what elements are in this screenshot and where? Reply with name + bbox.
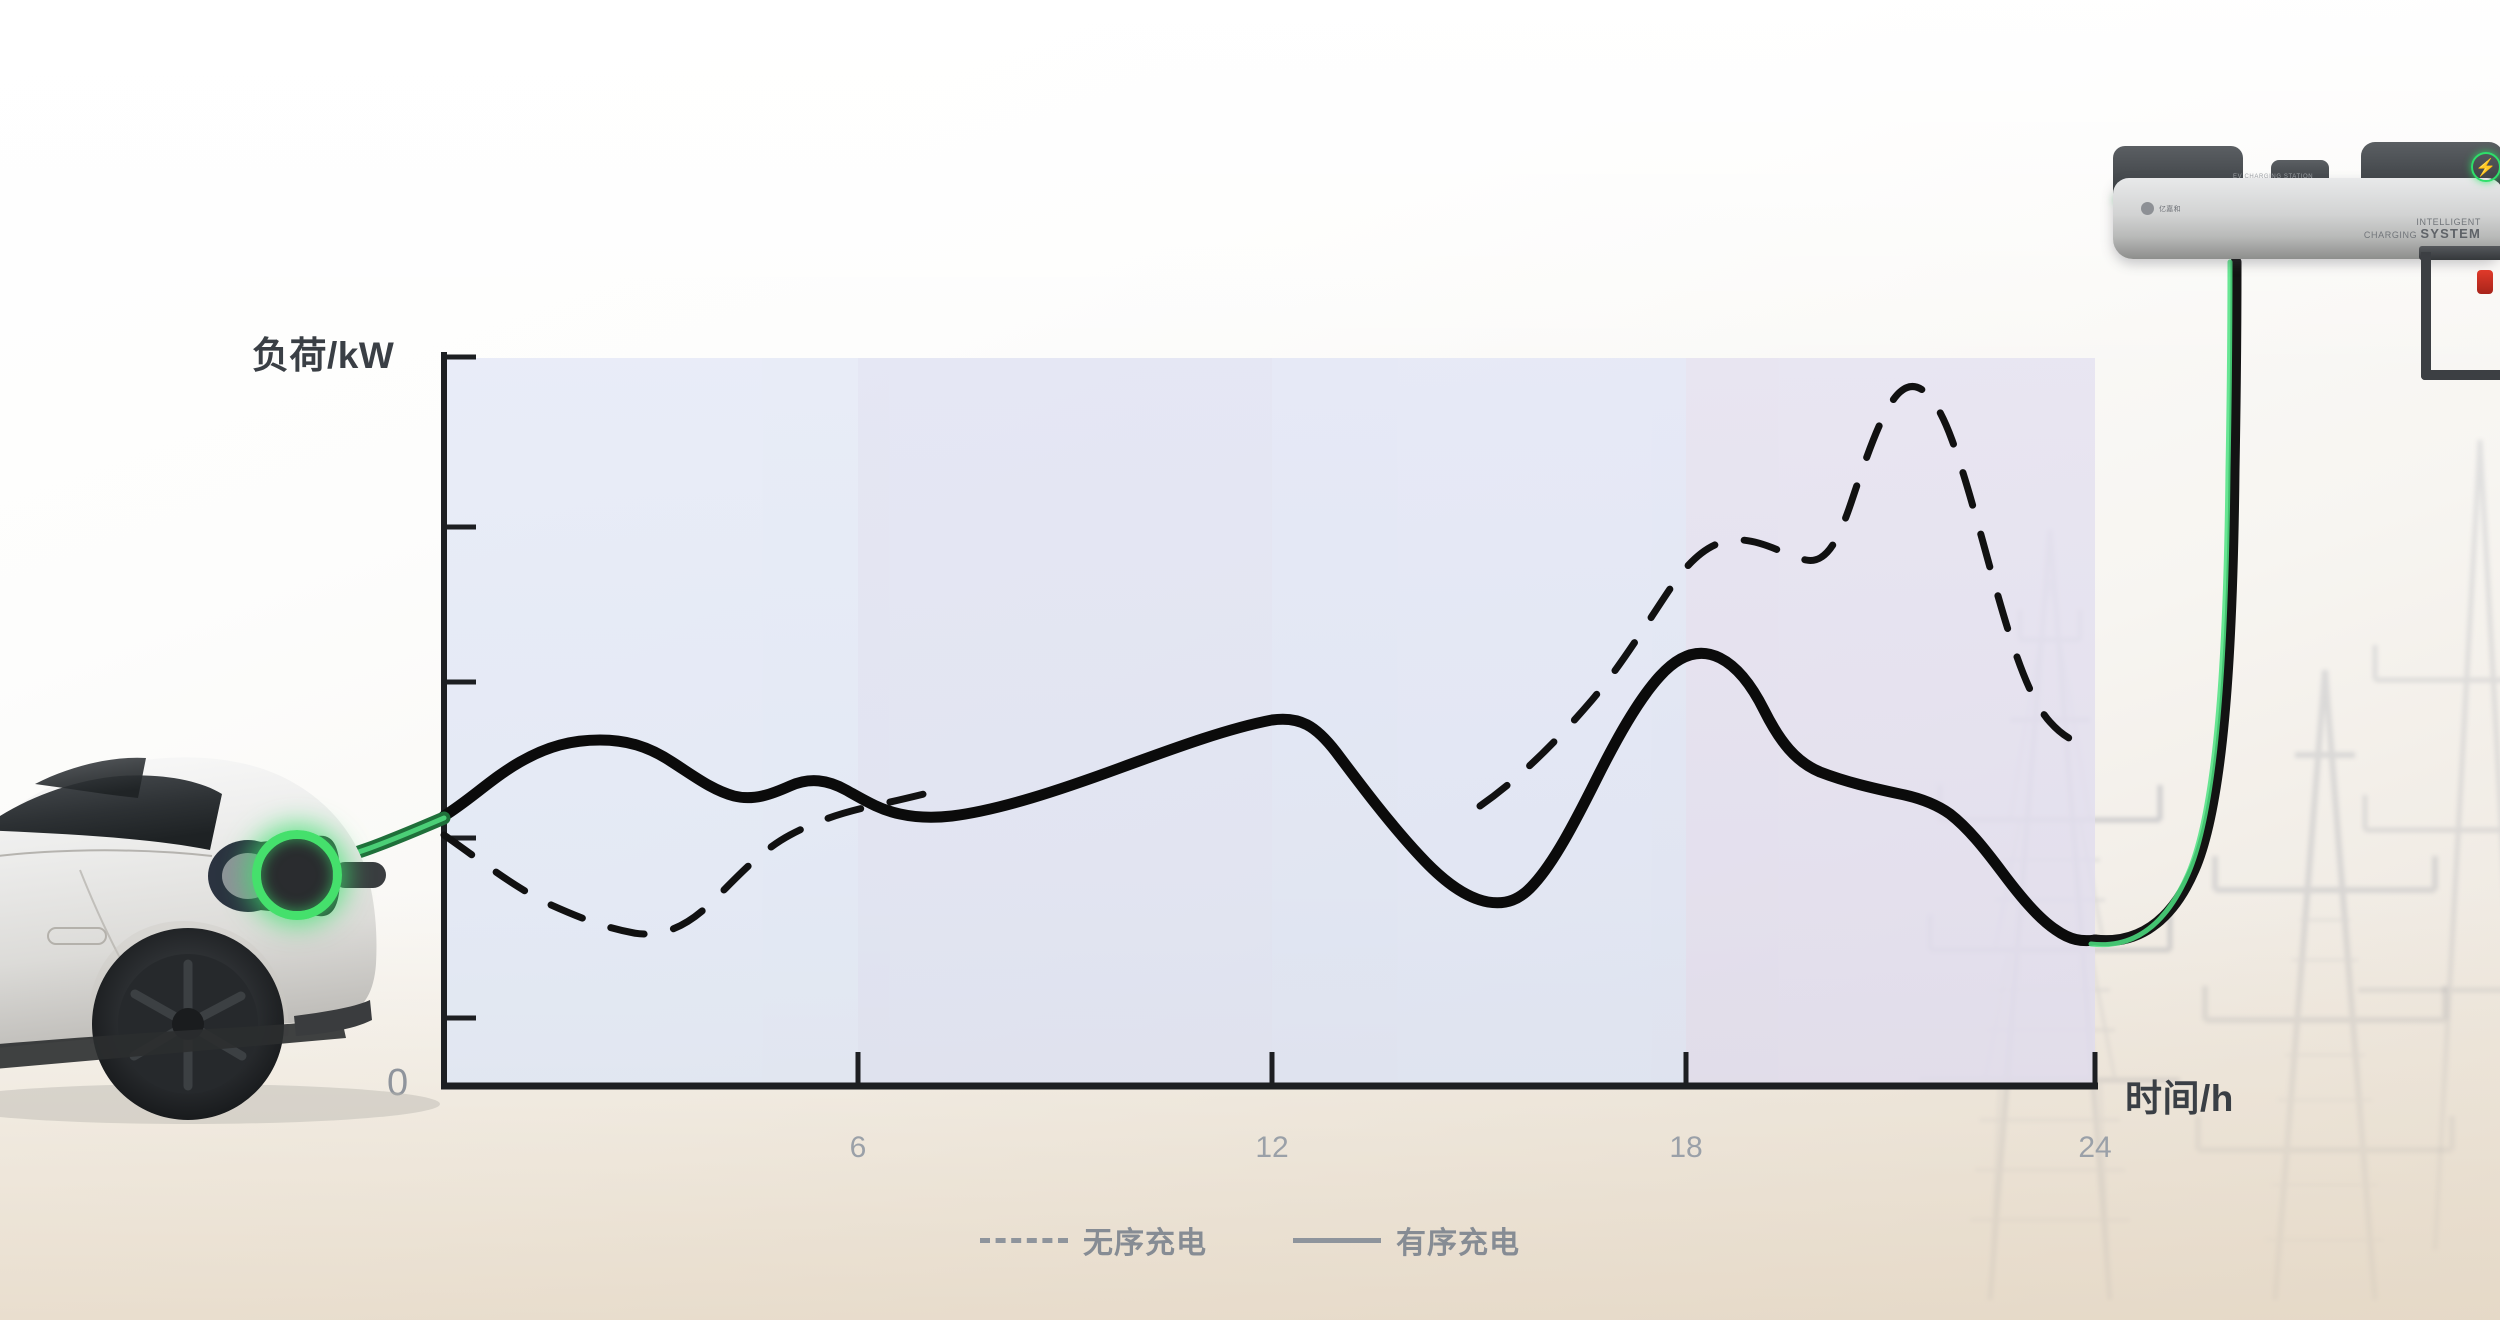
legend-label-ordered-charging: 有序充电 [1396, 1227, 1520, 1260]
x-tick-label-18: 18 [1669, 1131, 1703, 1164]
charger-head-label: EV CHARGING STATION [2233, 174, 2314, 180]
car-window-quarter [35, 757, 146, 798]
x-tick-label-24: 24 [2078, 1131, 2112, 1164]
lightning-bolt-icon: ⚡ [2471, 152, 2500, 182]
y-axis-label: 负荷/kW [252, 335, 395, 376]
car-window-rear [0, 775, 222, 850]
legend-item-ordered-charging[interactable]: 有序充电 [1293, 1218, 1520, 1262]
charger-system-line1: INTELLIGENT [2416, 216, 2481, 227]
x-axis-ticks [855, 1052, 2098, 1086]
charger-system-line2: CHARGING [2363, 230, 2418, 241]
brand-mark-icon [2141, 202, 2154, 215]
charger-arm-top [2419, 246, 2500, 260]
car-rocker [0, 1020, 346, 1069]
car-connector-neck [332, 862, 386, 888]
charger-system-text: INTELLIGENT CHARGING SYSTEM [2363, 216, 2481, 242]
charge-port-glow-ring [252, 830, 342, 920]
x-tick-label-6: 6 [849, 1131, 867, 1164]
plot-background-bands [444, 358, 2095, 1086]
series-line-ordered-charging [438, 647, 2101, 947]
car-beltline [0, 849, 213, 857]
origin-label: 0 [387, 1062, 409, 1104]
legend-label-disordered-charging: 无序充电 [1083, 1227, 1207, 1260]
electric-car [0, 757, 440, 1124]
legend-item-disordered-charging[interactable]: 无序充电 [980, 1218, 1207, 1262]
charger-brand-logo: 亿嘉和 [2141, 202, 2181, 215]
chart-legend: 无序充电 有序充电 [0, 1218, 2500, 1262]
car-bumper [294, 1000, 372, 1036]
charger-system-word: SYSTEM [2420, 226, 2481, 242]
series-line-disordered-charging-evening [1476, 383, 2099, 810]
car-door-handle [47, 927, 107, 945]
charger-arm [2421, 252, 2500, 380]
bolt-glyph: ⚡ [2475, 157, 2497, 177]
chart-axes [441, 352, 2098, 1090]
ev-charging-station[interactable]: EV CHARGING STATION INTELLIGENT CHARGING… [2083, 134, 2500, 380]
brand-name: 亿嘉和 [2159, 205, 2181, 213]
solid-line-icon [1293, 1237, 1381, 1243]
dashed-line-icon [980, 1237, 1068, 1243]
charger-plug-holder [2477, 270, 2493, 294]
y-axis-ticks [444, 354, 476, 1021]
charger-body: INTELLIGENT CHARGING SYSTEM [2113, 178, 2500, 259]
x-axis-label: 时间/h [2125, 1078, 2234, 1119]
x-tick-label-12: 12 [1255, 1131, 1289, 1164]
